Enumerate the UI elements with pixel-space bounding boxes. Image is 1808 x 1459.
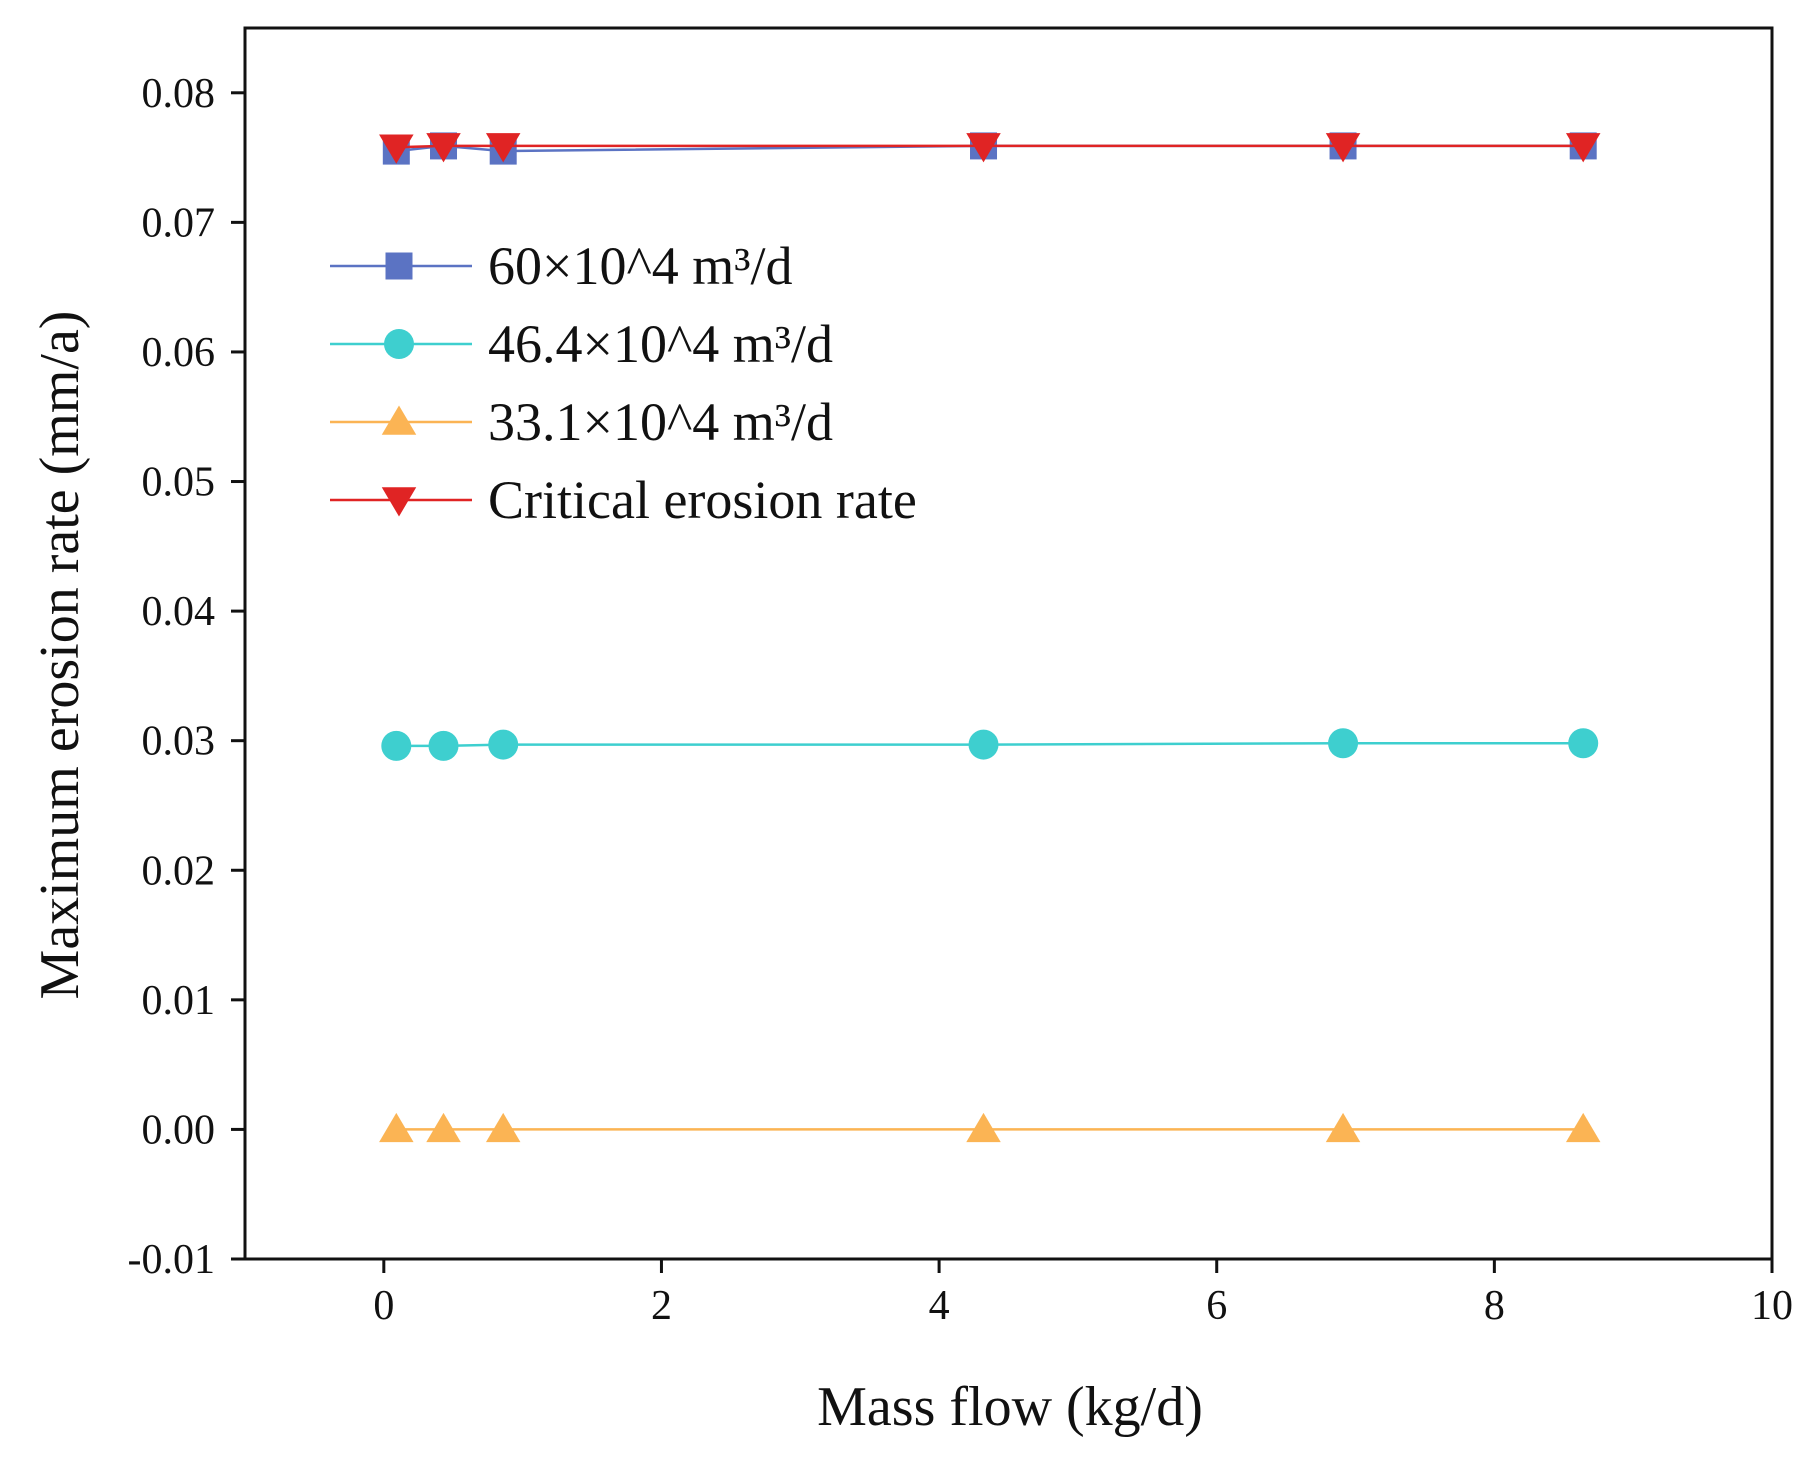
y-tick-label: 0.00	[142, 1107, 216, 1153]
x-tick-label: 2	[651, 1283, 672, 1329]
data-point	[428, 730, 459, 761]
y-axis-title: Maximum erosion rate (mm/a)	[29, 311, 91, 1000]
data-point	[966, 133, 1001, 163]
legend-label: 46.4×10^4 m³/d	[488, 314, 833, 374]
x-tick-label: 6	[1206, 1283, 1227, 1329]
data-point	[1325, 133, 1361, 163]
data-point	[1565, 1112, 1601, 1143]
series-2	[381, 728, 1599, 761]
data-point	[379, 134, 414, 164]
legend-item: Critical erosion rate	[330, 470, 917, 530]
y-tick-label: 0.01	[142, 978, 216, 1024]
x-tick-label: 4	[929, 1283, 950, 1329]
x-tick-label: 8	[1484, 1283, 1505, 1329]
y-tick-label: 0.04	[142, 589, 216, 635]
y-tick-label: 0.03	[142, 719, 216, 765]
data-point	[485, 133, 521, 163]
y-tick-label: 0.08	[142, 71, 216, 117]
data-point	[966, 1112, 1001, 1143]
data-point	[426, 133, 461, 163]
y-tick-label: 0.06	[142, 330, 216, 376]
data-point	[1328, 728, 1359, 759]
legend-marker	[381, 405, 417, 435]
data-point	[1568, 728, 1599, 759]
data-point	[968, 729, 999, 760]
plot-frame	[243, 26, 1774, 1261]
axis-ticks: 0 2 4 6 8 10 -0.01 0.00 0.01 0.02 0.03 0.04 0.05 0.06…	[128, 71, 1794, 1329]
data-point	[1325, 1112, 1361, 1143]
x-tick-label: 0	[373, 1283, 394, 1329]
legend-item: 33.1×10^4 m³/d	[330, 392, 833, 452]
data-series	[379, 132, 1601, 1143]
data-point	[485, 1112, 521, 1143]
x-tick-label: 10	[1751, 1283, 1793, 1329]
y-tick-label: 0.02	[142, 848, 216, 894]
y-tick-label: -0.01	[128, 1237, 216, 1283]
series-3	[379, 1112, 1601, 1143]
series-4	[379, 133, 1601, 164]
legend-item: 46.4×10^4 m³/d	[330, 314, 833, 374]
data-point	[426, 1112, 461, 1143]
legend-label: Critical erosion rate	[488, 470, 917, 530]
data-point	[488, 729, 519, 760]
data-point	[379, 1112, 414, 1143]
legend-marker	[384, 329, 414, 359]
y-tick-label: 0.05	[142, 460, 216, 506]
data-point	[1565, 133, 1601, 163]
legend-marker	[381, 487, 417, 517]
x-axis-title: Mass flow (kg/d)	[817, 1376, 1203, 1438]
data-point	[381, 730, 412, 761]
legend-marker	[385, 252, 413, 280]
legend-item: 60×10^4 m³/d	[330, 236, 793, 296]
legend-label: 60×10^4 m³/d	[488, 236, 793, 296]
y-tick-label: 0.07	[142, 200, 216, 246]
plot-frame-border	[243, 26, 1774, 1261]
legend-label: 33.1×10^4 m³/d	[488, 392, 833, 452]
legend: 60×10^4 m³/d 46.4×10^4 m³/d 33.1×10^4 m³/d…	[330, 236, 917, 530]
